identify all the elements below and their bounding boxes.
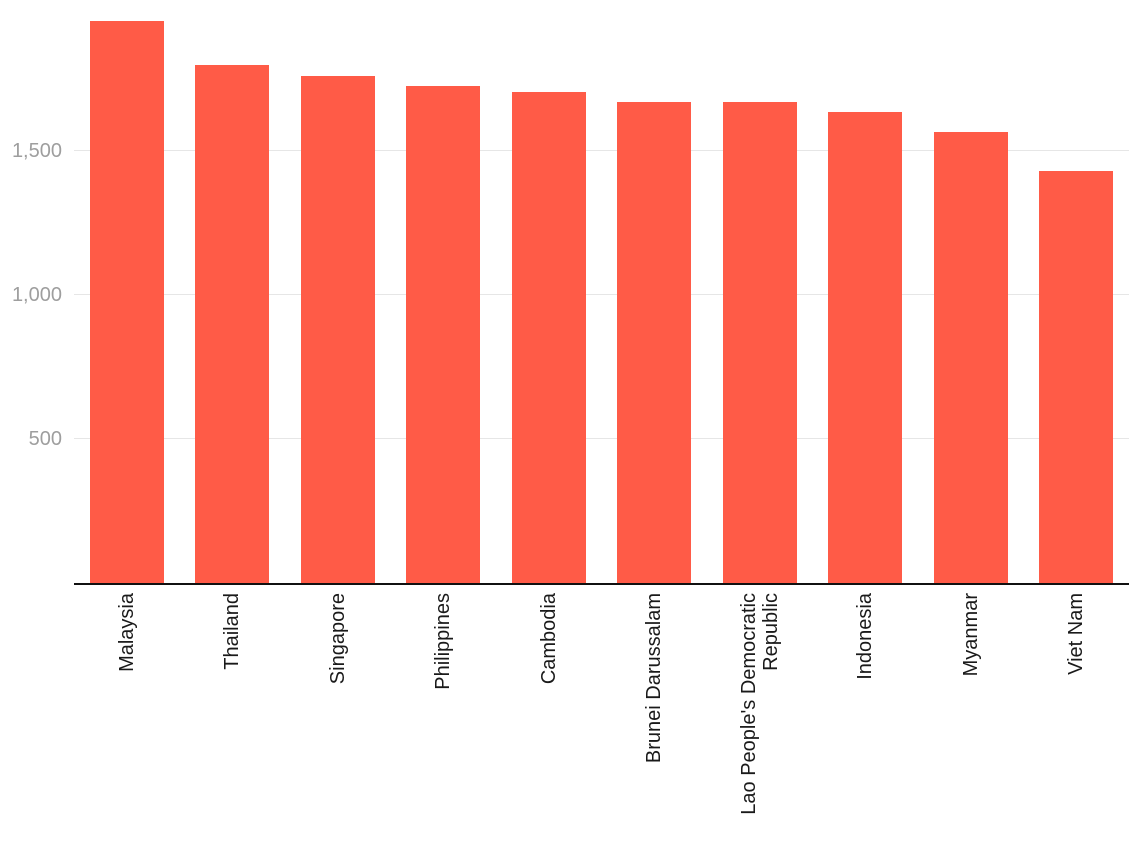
x-label-cell: Malaysia	[74, 585, 180, 858]
x-tick-label-singapore: Singapore	[326, 593, 349, 685]
x-label-cell: Viet Nam	[1024, 585, 1130, 858]
bar-band	[496, 0, 602, 583]
x-tick-label-lao-people-s-democratic-republic: Lao People's Democratic Republic	[737, 593, 782, 815]
y-tick-label: 1,500	[11, 140, 62, 162]
bar-band	[813, 0, 919, 583]
bar-band	[285, 0, 391, 583]
y-tick-label: 1,000	[11, 284, 62, 306]
x-label-cell: Indonesia	[813, 585, 919, 858]
x-tick-label-viet-nam: Viet Nam	[1065, 593, 1088, 675]
bar-viet-nam[interactable]	[1039, 171, 1114, 583]
bar-band	[602, 0, 708, 583]
bar-myanmar[interactable]	[933, 132, 1008, 583]
bar-indonesia[interactable]	[828, 112, 903, 583]
y-axis: 500 1,000 1,500	[0, 0, 62, 583]
bar-cambodia[interactable]	[511, 91, 586, 583]
x-tick-label-myanmar: Myanmar	[959, 593, 982, 677]
x-label-cell: Singapore	[285, 585, 391, 858]
x-tick-label-philippines: Philippines	[432, 593, 455, 690]
bar-band	[918, 0, 1024, 583]
x-label-cell: Lao People's Democratic Republic	[707, 585, 813, 858]
bar-band	[74, 0, 180, 583]
x-label-cell: Thailand	[180, 585, 286, 858]
bar-philippines[interactable]	[406, 86, 481, 583]
bar-brunei-darussalam[interactable]	[617, 102, 692, 583]
gridline-500	[74, 438, 1129, 439]
plot-area	[74, 0, 1129, 585]
bar-singapore[interactable]	[300, 76, 375, 583]
x-tick-label-thailand: Thailand	[221, 593, 244, 670]
gridline-1500	[74, 150, 1129, 151]
bars-container	[74, 0, 1129, 583]
bar-lao-people-s-democratic-republic[interactable]	[722, 102, 797, 583]
bar-malaysia[interactable]	[89, 21, 164, 583]
x-tick-label-brunei-darussalam: Brunei Darussalam	[643, 593, 666, 764]
bar-band	[707, 0, 813, 583]
x-tick-label-indonesia: Indonesia	[854, 593, 877, 680]
x-label-cell: Brunei Darussalam	[602, 585, 708, 858]
x-label-cell: Philippines	[391, 585, 497, 858]
bar-band	[1024, 0, 1130, 583]
bar-band	[180, 0, 286, 583]
bar-band	[391, 0, 497, 583]
x-tick-label-malaysia: Malaysia	[115, 593, 138, 672]
bar-thailand[interactable]	[195, 64, 270, 583]
y-tick-label: 500	[28, 428, 62, 450]
x-label-cell: Cambodia	[496, 585, 602, 858]
x-tick-label-cambodia: Cambodia	[537, 593, 560, 685]
x-axis: Malaysia Thailand Singapore Philippines Camb…	[74, 585, 1129, 858]
gridline-1000	[74, 294, 1129, 295]
x-label-cell: Myanmar	[918, 585, 1024, 858]
